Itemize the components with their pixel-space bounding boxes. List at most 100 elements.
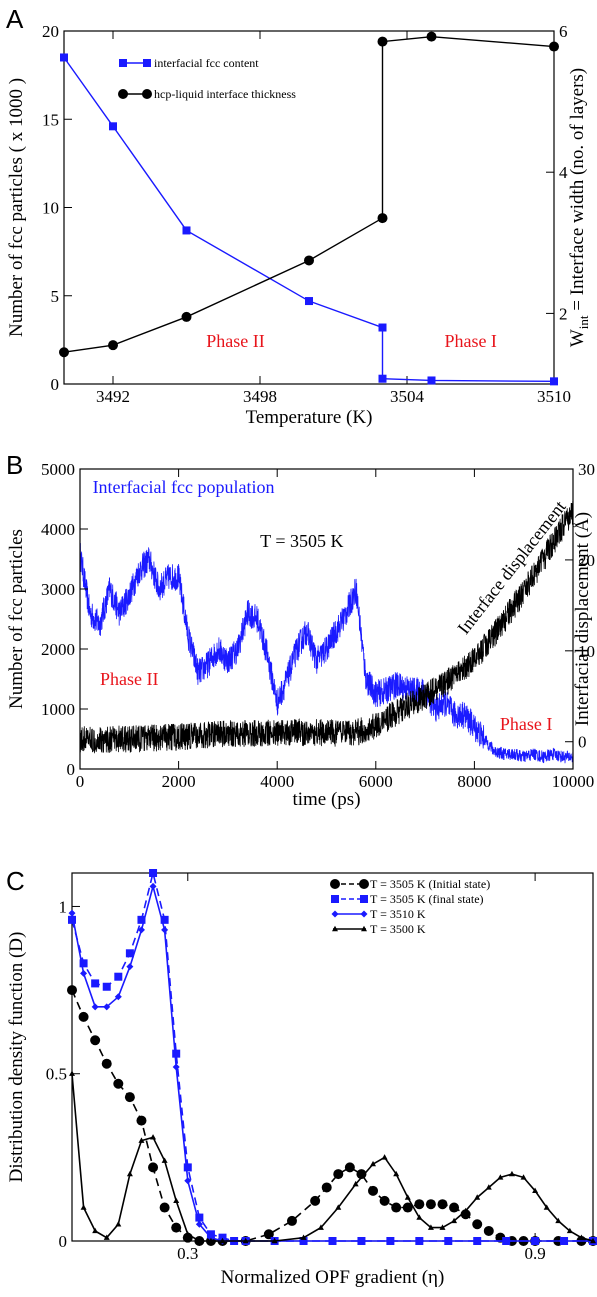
legend-label: T = 3500 K xyxy=(370,922,426,936)
y-tick-label: 2000 xyxy=(41,640,75,659)
data-point xyxy=(148,1162,159,1173)
y-tick-label: 0 xyxy=(59,1232,68,1251)
data-point xyxy=(549,41,559,52)
data-point xyxy=(560,1237,568,1245)
data-point xyxy=(126,963,134,971)
data-point xyxy=(80,969,88,977)
data-point xyxy=(550,377,558,386)
data-point xyxy=(377,36,388,47)
data-point xyxy=(378,323,387,332)
data-point xyxy=(101,1058,112,1069)
x-tick-label: 10000 xyxy=(552,772,595,791)
series-line xyxy=(63,57,555,383)
series-interface-displacement xyxy=(80,500,573,754)
series-fcc-population xyxy=(80,543,573,764)
data-point xyxy=(460,1209,471,1220)
series-interface-thickness xyxy=(59,31,559,358)
data-point xyxy=(102,982,111,991)
phase-annotation: Phase II xyxy=(206,331,264,351)
y-tick-label: 4000 xyxy=(41,520,75,539)
x-tick-label: 3510 xyxy=(537,387,571,406)
y2-tick-label: 20 xyxy=(578,551,595,570)
data-point xyxy=(159,1202,170,1213)
y-axis-label: Distribution density function (D) xyxy=(6,932,27,1183)
data-point xyxy=(425,1199,436,1210)
data-point xyxy=(386,1237,394,1245)
data-point xyxy=(207,1234,215,1242)
data-point xyxy=(502,1237,510,1245)
data-point xyxy=(329,1237,336,1245)
y-tick-label: 15 xyxy=(42,110,59,129)
y2-label-rest: = Interface width (no. of layers) xyxy=(567,68,588,316)
data-point xyxy=(149,882,157,890)
data-point xyxy=(271,1237,278,1244)
data-point xyxy=(381,1154,388,1160)
data-point xyxy=(439,1224,446,1230)
y2-label-main: W xyxy=(567,329,588,347)
legend: interfacial fcc content hcp-liquid interf… xyxy=(118,56,296,101)
series-3505k-final xyxy=(68,869,597,1245)
plot-frame xyxy=(79,468,574,770)
data-point xyxy=(137,915,146,924)
legend-label: interfacial fcc content xyxy=(154,56,259,70)
data-point xyxy=(182,226,191,235)
data-point xyxy=(126,1170,133,1177)
legend-marker xyxy=(119,59,127,67)
data-point xyxy=(115,1221,122,1227)
data-point xyxy=(195,1220,203,1228)
series-3510k xyxy=(68,882,597,1245)
data-point xyxy=(69,1070,75,1076)
y-tick-label: 3000 xyxy=(41,580,75,599)
series-line xyxy=(71,1073,594,1242)
data-point xyxy=(379,1195,390,1206)
data-point xyxy=(91,1003,99,1011)
data-point xyxy=(103,1003,111,1011)
panel-a-chart: A 3492 3498 3504 3510 0 5 10 15 20 2 4 6 interfacial… xyxy=(6,4,591,428)
data-point xyxy=(462,1207,469,1214)
data-point xyxy=(161,1157,168,1163)
plot-frame xyxy=(71,872,594,1242)
data-point xyxy=(80,1204,87,1210)
y-tick-label: 0 xyxy=(67,760,76,779)
data-point xyxy=(286,1215,297,1226)
x-label-main: Normalized OPF gradient ( xyxy=(221,1267,428,1288)
data-point xyxy=(449,1202,460,1213)
data-point xyxy=(451,1217,458,1224)
data-point xyxy=(196,1237,203,1244)
data-point xyxy=(520,1174,527,1180)
data-point xyxy=(427,376,436,385)
y2-label-sub: int xyxy=(576,315,591,329)
panel-c-letter: C xyxy=(6,866,25,896)
data-point xyxy=(207,1237,214,1244)
data-point xyxy=(300,1234,307,1240)
x-axis-label: Temperature (K) xyxy=(246,407,373,428)
legend-marker xyxy=(142,89,152,99)
x-tick-label: 3504 xyxy=(390,387,425,406)
data-point xyxy=(485,1184,492,1190)
legend-marker xyxy=(331,910,339,918)
data-point xyxy=(508,1170,515,1177)
series-3500k xyxy=(69,1070,596,1244)
data-point xyxy=(305,297,313,306)
legend-marker xyxy=(331,895,339,903)
y-tick-label: 1 xyxy=(59,897,68,916)
x-tick-label: 0.3 xyxy=(177,1244,198,1263)
data-point xyxy=(474,1194,481,1200)
data-point xyxy=(103,1234,110,1240)
data-point xyxy=(172,1063,180,1071)
data-point xyxy=(566,1227,573,1234)
data-point xyxy=(67,985,77,996)
chart-annotation: Interfacial fcc population xyxy=(93,477,275,497)
data-point xyxy=(543,1204,550,1210)
legend: T = 3505 K (Initial state)T = 3505 K (fi… xyxy=(330,877,490,936)
chart-annotation: Phase I xyxy=(500,714,553,734)
y-axis-label: Number of fcc particles xyxy=(6,529,27,709)
data-point xyxy=(92,1227,99,1234)
data-point xyxy=(172,1049,181,1058)
legend-label: T = 3510 K xyxy=(370,907,426,921)
data-point xyxy=(483,1225,494,1236)
data-point xyxy=(370,1160,377,1167)
data-point xyxy=(242,1237,249,1244)
legend-marker xyxy=(332,925,338,932)
data-point xyxy=(173,1197,180,1204)
